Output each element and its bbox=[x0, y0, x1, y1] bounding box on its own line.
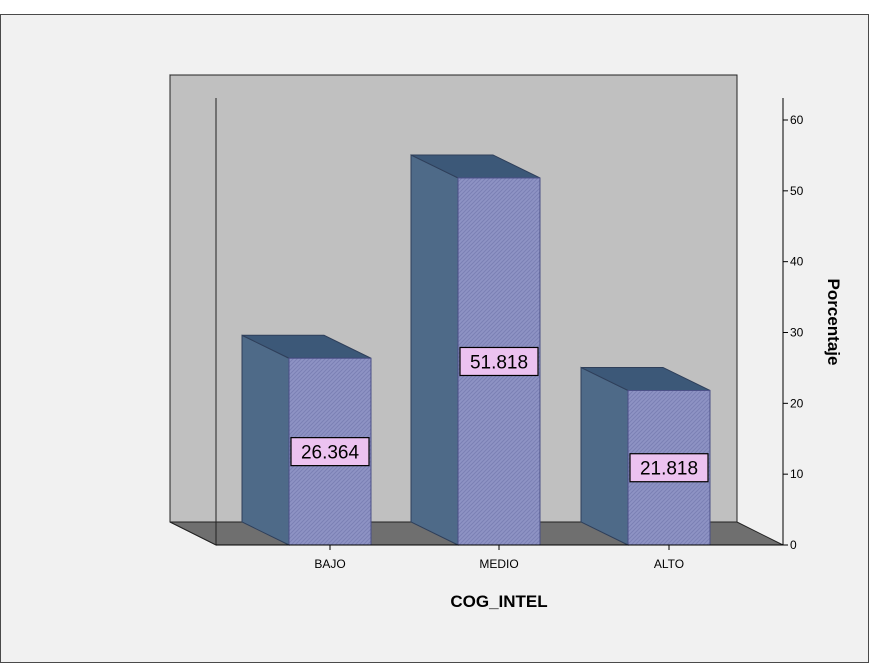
y-axis-title: Porcentaje bbox=[824, 279, 843, 366]
data-label-box bbox=[290, 437, 370, 467]
y-tick-label: 50 bbox=[790, 184, 804, 198]
x-tick-label: ALTO bbox=[654, 557, 684, 571]
x-ticks-layer: BAJO MEDIO ALTO bbox=[314, 545, 684, 571]
data-label: 51.818 bbox=[470, 352, 528, 373]
x-axis-title: COG_INTEL bbox=[450, 592, 547, 611]
y-tick-label: 60 bbox=[790, 113, 804, 127]
y-tick-label: 10 bbox=[790, 467, 804, 481]
bar-side-face bbox=[410, 154, 459, 546]
y-tick-label: 40 bbox=[790, 255, 804, 269]
bar-alto: 21.818 bbox=[580, 366, 711, 546]
y-tick-label: 0 bbox=[790, 538, 797, 552]
y-tick-label: 20 bbox=[790, 396, 804, 410]
bar-side-face bbox=[241, 334, 290, 546]
data-label-box bbox=[459, 346, 539, 377]
data-label: 21.818 bbox=[640, 459, 698, 480]
data-label: 26.364 bbox=[301, 443, 360, 464]
data-label-box bbox=[629, 453, 709, 483]
bars-layer: 26.364 51.818 21.818 bbox=[241, 154, 711, 546]
bar-side-face bbox=[580, 366, 629, 546]
x-tick-label: MEDIO bbox=[479, 557, 518, 571]
y-tick-label: 30 bbox=[790, 326, 804, 340]
x-tick-label: BAJO bbox=[314, 557, 345, 571]
bar-bajo: 26.364 bbox=[241, 334, 372, 546]
bar-medio: 51.818 bbox=[410, 154, 541, 546]
y-ticks-layer: 0 10 20 30 40 50 60 bbox=[783, 113, 804, 552]
